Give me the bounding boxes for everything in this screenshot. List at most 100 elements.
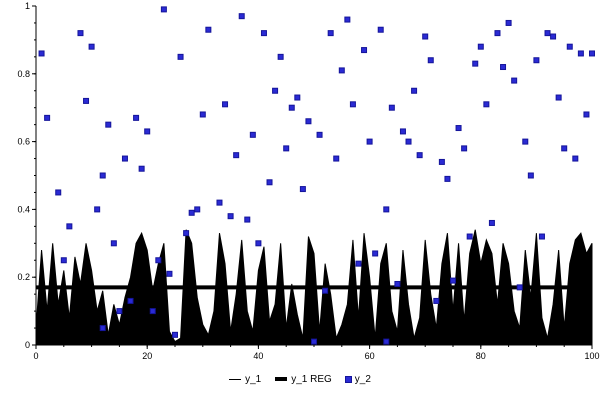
scatter-point: [388, 104, 395, 111]
scatter-point: [566, 43, 573, 50]
scatter-point: [127, 297, 134, 304]
scatter-point: [244, 216, 251, 223]
scatter-point: [444, 175, 451, 182]
scatter-point: [166, 270, 173, 277]
scatter-point: [589, 50, 595, 57]
legend-label-y1: y_1: [245, 373, 262, 385]
scatter-point: [316, 131, 323, 138]
scatter-point: [260, 30, 267, 37]
chart-legend: y_1 y_1 REG y_2: [0, 370, 600, 388]
scatter-point: [383, 338, 390, 345]
x-tick-label: 80: [476, 351, 486, 361]
scatter-point: [194, 206, 201, 213]
scatter-point: [383, 206, 390, 213]
scatter-point: [550, 33, 557, 40]
scatter-point: [88, 43, 95, 50]
scatter-point: [288, 104, 295, 111]
scatter-point: [294, 94, 301, 101]
scatter-point: [299, 186, 306, 193]
legend-label-y1reg: y_1 REG: [291, 373, 332, 385]
x-tick-label: 20: [142, 351, 152, 361]
scatter-point: [60, 257, 67, 264]
scatter-point: [361, 47, 368, 54]
scatter-point: [255, 240, 262, 247]
scatter-point: [394, 280, 401, 287]
scatter-point: [116, 308, 123, 315]
scatter-point: [433, 297, 440, 304]
thick-line-swatch-icon: [275, 377, 288, 381]
scatter-point: [438, 158, 445, 165]
scatter-point: [477, 43, 484, 50]
scatter-point: [411, 87, 418, 94]
scatter-point: [544, 30, 551, 37]
scatter-point: [177, 53, 184, 60]
scatter-point: [455, 125, 462, 132]
y-tick-label: 0.4: [17, 204, 30, 214]
scatter-point: [227, 213, 234, 220]
scatter-point: [188, 209, 195, 216]
scatter-point: [466, 233, 473, 240]
scatter-point: [133, 114, 140, 121]
scatter-point: [377, 26, 384, 33]
scatter-point: [233, 152, 240, 159]
scatter-point: [450, 277, 456, 284]
scatter-point: [494, 30, 501, 37]
scatter-point: [277, 53, 284, 60]
scatter-point: [327, 30, 334, 37]
scatter-point: [55, 189, 62, 196]
scatter-point: [272, 87, 279, 94]
scatter-point: [561, 145, 568, 152]
scatter-point: [516, 284, 523, 291]
scatter-point: [372, 250, 379, 257]
legend-item-y1: y_1: [229, 374, 261, 385]
scatter-point: [199, 111, 206, 118]
scatter-point: [349, 101, 356, 108]
scatter-point: [155, 257, 162, 264]
scatter-point: [427, 57, 434, 64]
x-tick-label: 0: [33, 351, 38, 361]
scatter-point: [105, 121, 112, 128]
scatter-point: [121, 155, 128, 162]
scatter-point: [222, 101, 229, 108]
scatter-point: [500, 64, 507, 71]
x-tick-label: 40: [253, 351, 263, 361]
scatter-series-y2: [38, 6, 595, 345]
scatter-point: [416, 152, 423, 159]
scatter-point: [311, 338, 317, 345]
scatter-point: [405, 138, 412, 145]
scatter-point: [172, 331, 178, 338]
scatter-point: [99, 172, 106, 179]
scatter-point: [249, 131, 256, 138]
x-tick-label: 100: [584, 351, 599, 361]
scatter-point: [483, 101, 490, 108]
scatter-point: [422, 33, 429, 40]
scatter-point: [538, 233, 545, 240]
scatter-point: [555, 94, 562, 101]
scatter-point: [160, 6, 167, 13]
scatter-point: [322, 287, 329, 294]
scatter-point: [205, 26, 212, 33]
y-tick-label: 0.8: [17, 69, 30, 79]
scatter-point: [77, 30, 84, 37]
scatter-point: [338, 67, 345, 74]
scatter-point: [283, 145, 290, 152]
scatter-point: [83, 97, 90, 104]
scatter-point: [505, 19, 512, 26]
y-tick-label: 0: [25, 340, 30, 350]
square-swatch-icon: [344, 375, 352, 383]
scatter-point: [399, 128, 406, 135]
scatter-point: [38, 50, 45, 57]
y-tick-label: 0.2: [17, 272, 30, 282]
scatter-point: [511, 77, 518, 84]
scatter-point: [110, 240, 117, 247]
scatter-point: [94, 206, 101, 213]
scatter-point: [216, 199, 223, 206]
y-tick-label: 0.6: [17, 137, 30, 147]
scatter-point: [583, 111, 590, 118]
scatter-point: [183, 230, 190, 237]
scatter-point: [149, 308, 156, 315]
scatter-point: [472, 60, 479, 67]
scatter-point: [533, 57, 540, 64]
legend-item-y2: y_2: [344, 374, 371, 385]
